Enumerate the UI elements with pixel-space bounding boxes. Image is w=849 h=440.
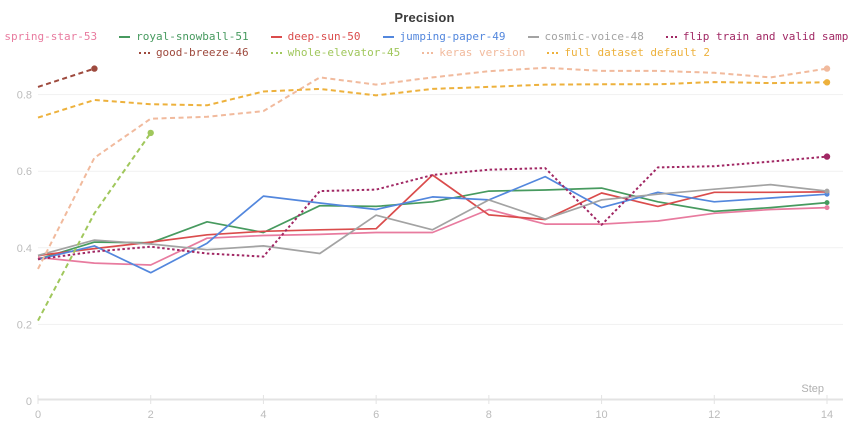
series-endpoint-4 [824, 188, 830, 194]
x-tick-label-14: 14 [821, 409, 833, 421]
y-tick-label-0.2: 0.2 [17, 319, 32, 331]
series-line-7 [37, 132, 152, 322]
legend-label: deep-sun-50 [287, 30, 361, 43]
legend-label: flip train and valid sample [682, 30, 849, 43]
x-tick-label-10: 10 [595, 409, 607, 421]
legend-swatch-icon [119, 35, 131, 38]
series-line-3 [37, 175, 828, 274]
legend-label: full dataset default 2 [564, 46, 711, 59]
legend-item-4[interactable]: cosmic-voice-48 [527, 29, 644, 44]
legend-label: cosmic-voice-48 [544, 30, 644, 43]
x-tick-label-4: 4 [260, 409, 266, 421]
series-endpoint-0 [824, 205, 830, 211]
series-endpoint-9 [823, 79, 831, 86]
series-endpoint-7 [147, 129, 154, 137]
legend-swatch-icon [547, 51, 559, 54]
legend-item-8[interactable]: keras version [422, 45, 525, 60]
series-line-1 [37, 187, 828, 261]
chart-title: Precision [394, 10, 455, 25]
legend-label: whole-elevator-45 [287, 46, 401, 59]
y-tick-label-0: 0 [26, 396, 32, 408]
legend-item-1[interactable]: royal-snowball-51 [119, 29, 249, 44]
series-line-2 [37, 174, 828, 257]
legend-swatch-icon [138, 51, 150, 54]
legend-label: jumping-paper-49 [399, 30, 506, 43]
legend-label: royal-snowball-51 [136, 30, 249, 43]
legend-swatch-icon [270, 35, 282, 38]
x-tick-label-6: 6 [373, 409, 379, 421]
series-line-6 [37, 67, 95, 88]
legend-item-9[interactable]: full dataset default 2 [547, 45, 710, 60]
legend-item-2[interactable]: deep-sun-50 [270, 29, 361, 44]
legend-swatch-icon [422, 51, 434, 54]
series-endpoint-6 [91, 65, 98, 72]
legend-row-2: good-breeze-46 whole-elevator-45 keras ver… [0, 45, 849, 60]
series-line-8 [37, 66, 828, 270]
legend-label: keras version [439, 46, 526, 59]
x-tick-label-12: 12 [708, 409, 720, 421]
legend-swatch-icon [382, 35, 394, 38]
legend-row-1: spring-star-53 royal-snowball-51 deep-sun-… [0, 29, 849, 44]
y-tick-label-0.4: 0.4 [17, 243, 32, 255]
chart-legend: spring-star-53 royal-snowball-51 deep-sun-… [0, 29, 849, 60]
legend-label: spring-star-53 [4, 30, 98, 43]
series-endpoint-1 [824, 200, 830, 206]
y-tick-label-0.6: 0.6 [17, 166, 32, 178]
legend-swatch-icon [270, 51, 282, 54]
x-tick-label-0: 0 [35, 409, 41, 421]
series-line-5 [37, 155, 828, 261]
x-tick-label-2: 2 [148, 409, 154, 421]
legend-swatch-icon [665, 35, 677, 38]
series-line-0 [37, 206, 828, 266]
legend-swatch-icon [527, 35, 539, 38]
legend-item-3[interactable]: jumping-paper-49 [382, 29, 506, 44]
series-line-4 [37, 183, 828, 257]
legend-label: good-breeze-46 [155, 46, 249, 59]
series-endpoint-5 [823, 153, 831, 160]
legend-item-6[interactable]: good-breeze-46 [138, 45, 249, 60]
legend-item-7[interactable]: whole-elevator-45 [270, 45, 401, 60]
series-line-9 [37, 81, 828, 119]
x-tick-label-8: 8 [486, 409, 492, 421]
series-endpoint-8 [823, 65, 831, 72]
legend-item-5[interactable]: flip train and valid sample [665, 29, 849, 44]
legend-item-0[interactable]: spring-star-53 [0, 29, 97, 44]
x-axis-title: Step [801, 383, 824, 395]
y-tick-label-0.8: 0.8 [17, 90, 32, 102]
